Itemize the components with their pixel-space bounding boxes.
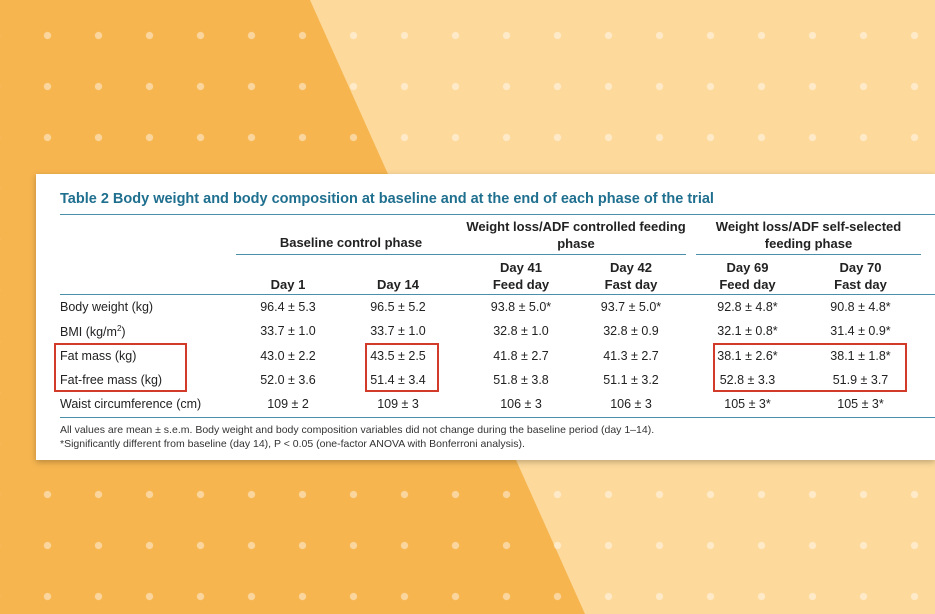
table-cell: 109 ± 2 (267, 397, 309, 411)
group-header-self-selected: Weight loss/ADF self-selected feeding ph… (715, 219, 902, 251)
col-day-label: Day 69 (726, 260, 769, 275)
col-sub-label: Feed day (719, 277, 776, 292)
table-cell: 51.9 ± 3.7 (832, 373, 889, 387)
row-label-text: BMI (kg/m (60, 325, 117, 340)
col-day-label: Day 42 (610, 260, 652, 275)
top-rule (60, 214, 935, 215)
table-cell: 105 ± 3* (837, 397, 884, 411)
table-cell: 52.8 ± 3.3 (719, 373, 776, 387)
table-cell: 51.8 ± 3.8 (493, 373, 549, 387)
row-label: Body weight (kg) (60, 300, 154, 314)
col-sub-label: Fast day (834, 277, 887, 292)
table-cell: 32.8 ± 1.0 (493, 324, 549, 338)
footnote-1: All values are mean ± s.e.m. Body weight… (60, 424, 655, 436)
table-cell: 90.8 ± 4.8* (830, 300, 891, 314)
col-header-day69: Day 69 Feed day (691, 259, 804, 293)
col-header-day14: Day 14 (343, 276, 453, 293)
col-sub-label: Feed day (492, 277, 550, 292)
table-cell: 96.4 ± 5.3 (260, 300, 316, 314)
table-cell: 93.8 ± 5.0* (490, 300, 552, 314)
table-cell: 32.8 ± 0.9 (603, 324, 659, 338)
row-label: Waist circumference (cm) (60, 397, 202, 411)
row-label-end: ) (121, 325, 126, 340)
row-label-superscript: 2 (116, 324, 122, 333)
header-rule (60, 294, 935, 295)
table-card: Table 2 Body weight and body composition… (36, 174, 935, 460)
group-header-baseline: Baseline control phase (279, 235, 423, 250)
table-cell: 38.1 ± 2.6* (717, 349, 778, 363)
row-label: Fat mass (kg) (60, 349, 137, 363)
table-cell: 51.1 ± 3.2 (603, 373, 659, 387)
table-cell: 41.3 ± 2.7 (603, 349, 659, 363)
table-cell: 96.5 ± 5.2 (370, 300, 426, 314)
highlight-box-self-selected (713, 343, 907, 392)
col-day-label: Day 1 (270, 277, 306, 292)
table-cell: 93.7 ± 5.0* (600, 300, 662, 314)
table-cell: 106 ± 3 (610, 397, 652, 411)
highlight-box-labels (54, 343, 187, 392)
row-label: Fat-free mass (kg) (60, 373, 163, 387)
group-rule-self-selected (696, 254, 921, 255)
table-cell: 92.8 ± 4.8* (717, 300, 778, 314)
group-rule-controlled (466, 254, 686, 255)
col-day-label: Day 70 (839, 260, 882, 275)
footnote-2: *Significantly different from baseline (… (60, 438, 525, 450)
table-cell: 52.0 ± 3.6 (260, 373, 316, 387)
table-cell: 51.4 ± 3.4 (370, 373, 426, 387)
col-day-label: Day 41 (500, 260, 542, 275)
table-cell: 32.1 ± 0.8* (717, 324, 778, 338)
table-cell: 105 ± 3* (724, 397, 771, 411)
col-header-day1: Day 1 (233, 276, 343, 293)
table-cell: 41.8 ± 2.7 (493, 349, 549, 363)
table-cell: 38.1 ± 1.8* (830, 349, 891, 363)
group-rule-baseline (236, 254, 466, 255)
table-cell: 43.5 ± 2.5 (370, 349, 426, 363)
table-cell: 31.4 ± 0.9* (830, 324, 891, 338)
table-cell: 106 ± 3 (500, 397, 542, 411)
col-sub-label: Fast day (604, 277, 658, 292)
highlight-box-day14 (365, 343, 439, 392)
bottom-rule (60, 417, 935, 418)
col-day-label: Day 14 (377, 277, 419, 292)
col-header-day70: Day 70 Fast day (804, 259, 917, 293)
group-header-controlled: Weight loss/ADF controlled feeding phase (466, 219, 686, 251)
table-title: Table 2 Body weight and body composition… (60, 191, 714, 207)
col-header-day41: Day 41 Feed day (466, 259, 576, 293)
table-cell: 33.7 ± 1.0 (260, 324, 316, 338)
table-cell: 109 ± 3 (377, 397, 419, 411)
table-cell: 33.7 ± 1.0 (370, 324, 426, 338)
row-label: BMI (kg/m2) (60, 324, 126, 339)
col-header-day42: Day 42 Fast day (576, 259, 686, 293)
table-cell: 43.0 ± 2.2 (260, 349, 316, 363)
